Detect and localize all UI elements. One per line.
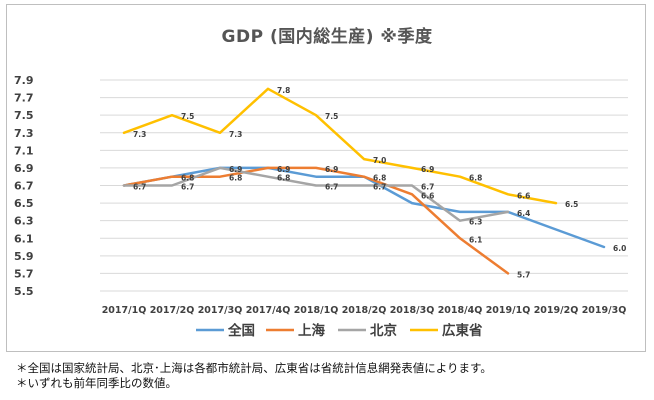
footnote-source: ＊全国は国家統計局、北京･上海は各都市統計局、広東省は省統計信息網発表値によりま… [16, 361, 492, 375]
x-tick-label: 2017/3Q [198, 305, 243, 316]
series-line-上海 [122, 166, 510, 275]
y-tick-label: 7.3 [14, 127, 34, 140]
x-tick-label: 2019/3Q [582, 305, 627, 316]
y-tick-label: 5.5 [14, 285, 34, 298]
x-tick-label: 2017/1Q [102, 305, 147, 316]
data-label: 7.8 [277, 86, 290, 95]
data-label: 6.7 [373, 183, 386, 192]
data-label: 7.3 [229, 130, 242, 139]
data-label: 6.1 [469, 235, 482, 244]
y-tick-label: 6.1 [14, 232, 34, 245]
x-tick-label: 2017/2Q [150, 305, 195, 316]
data-label: 6.4 [517, 209, 530, 218]
y-tick-label: 6.9 [14, 162, 34, 175]
y-tick-label: 7.1 [14, 144, 34, 157]
data-label: 6.6 [517, 191, 530, 200]
x-tick-label: 2018/1Q [294, 305, 339, 316]
data-label: 6.7 [181, 183, 194, 192]
data-label: 6.8 [277, 174, 290, 183]
data-label: 6.9 [325, 165, 338, 174]
legend-label: 北京 [370, 322, 397, 339]
y-tick-label: 5.9 [14, 250, 34, 263]
legend-label: 全国 [227, 322, 255, 339]
data-label: 6.7 [325, 183, 338, 192]
data-label: 6.5 [565, 200, 578, 209]
data-label: 6.0 [613, 244, 626, 253]
y-tick-label: 5.7 [14, 267, 34, 280]
chart-title: GDP (国内総生産) ※季度 [221, 27, 433, 47]
x-tick-label: 2018/3Q [390, 305, 435, 316]
data-label: 6.9 [421, 165, 434, 174]
data-label: 6.8 [181, 174, 194, 183]
data-label: 7.0 [373, 156, 386, 165]
y-tick-label: 7.9 [14, 74, 34, 87]
data-label: 6.9 [277, 165, 290, 174]
data-label: 6.8 [469, 174, 482, 183]
y-tick-label: 6.5 [14, 197, 34, 210]
series-line-北京 [122, 166, 510, 222]
footnotes: ＊全国は国家統計局、北京･上海は各都市統計局、広東省は省統計信息網発表値によりま… [16, 361, 492, 391]
x-tick-label: 2018/2Q [342, 305, 387, 316]
data-label: 7.5 [181, 112, 194, 121]
legend-label: 広東省 [442, 322, 483, 339]
data-label: 7.5 [325, 112, 338, 121]
data-label: 6.7 [421, 183, 434, 192]
chart-frame [6, 4, 646, 352]
data-label: 6.7 [133, 183, 146, 192]
series-line-広東省 [122, 87, 558, 205]
data-label: 6.9 [229, 165, 242, 174]
data-label: 7.3 [133, 130, 146, 139]
series-line-全国 [122, 166, 606, 249]
x-tick-label: 2019/1Q [486, 305, 531, 316]
data-label: 6.6 [421, 191, 434, 200]
data-label: 6.3 [469, 218, 482, 227]
footnote-yoy: ＊いずれも前年同季比の数値。 [16, 376, 177, 390]
x-tick-label: 2017/4Q [246, 305, 291, 316]
y-tick-label: 6.3 [14, 215, 34, 228]
x-tick-label: 2018/4Q [438, 305, 483, 316]
data-label: 6.8 [229, 174, 242, 183]
y-tick-label: 7.5 [14, 109, 34, 122]
y-tick-label: 7.7 [14, 92, 34, 105]
data-label: 5.7 [517, 270, 530, 279]
legend-label: 上海 [298, 322, 325, 339]
data-label: 6.8 [373, 174, 386, 183]
y-tick-label: 6.7 [14, 180, 34, 193]
x-tick-label: 2019/2Q [534, 305, 579, 316]
